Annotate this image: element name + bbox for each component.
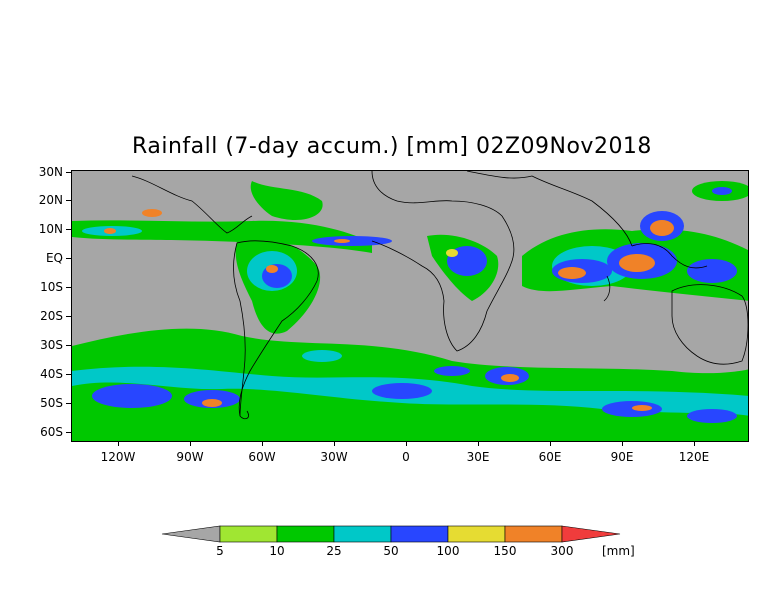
lat-label-20n: 20N <box>38 193 63 207</box>
lat-tick <box>66 200 71 201</box>
lat-tick <box>66 316 71 317</box>
legend-label-150: 150 <box>493 544 517 558</box>
rainfall-map-canvas <box>72 171 748 441</box>
lon-label-60w: 60W <box>248 450 276 464</box>
itcz-rain-band <box>72 181 392 253</box>
lon-label-0: 0 <box>402 450 410 464</box>
legend-swatch-below-5 <box>161 525 221 543</box>
lat-label-50s: 50S <box>40 396 63 410</box>
north-america-coast <box>131 175 253 234</box>
legend-label-300: 300 <box>550 544 574 558</box>
rainfall-map <box>71 170 749 442</box>
lat-label-40s: 40S <box>40 367 63 381</box>
lon-tick <box>190 441 191 446</box>
southeast-asia-coast <box>631 243 708 269</box>
legend-label-50: 50 <box>383 544 399 558</box>
legend-label-10: 10 <box>269 544 285 558</box>
south-america-west-coast <box>233 242 246 417</box>
lat-label-20s: 20S <box>40 309 63 323</box>
legend-swatch-5-10 <box>219 525 278 543</box>
legend-swatch-50-100 <box>390 525 449 543</box>
lon-label-60e: 60E <box>538 450 562 464</box>
coastlines <box>131 171 748 420</box>
lon-label-120e: 120E <box>678 450 710 464</box>
lon-label-30e: 30E <box>466 450 490 464</box>
legend-label-25: 25 <box>326 544 342 558</box>
lat-tick <box>66 432 71 433</box>
lon-tick <box>118 441 119 446</box>
madagascar-coast <box>603 275 611 302</box>
lat-label-30n: 30N <box>38 165 63 179</box>
lat-tick <box>66 258 71 259</box>
lat-tick <box>66 172 71 173</box>
south-america-rain <box>235 237 321 334</box>
lat-label-10s: 10S <box>40 280 63 294</box>
legend-swatch-10-25 <box>276 525 335 543</box>
lon-tick <box>334 441 335 446</box>
lon-tick <box>622 441 623 446</box>
legend-swatch-25-50 <box>333 525 392 543</box>
lon-label-90w: 90W <box>176 450 204 464</box>
legend-unit: [mm] <box>602 544 635 558</box>
legend-swatch-100-150 <box>447 525 506 543</box>
legend-label-5: 5 <box>216 544 224 558</box>
legend-swatch-150-300 <box>504 525 563 543</box>
lat-label-eq: EQ <box>45 251 63 265</box>
lon-label-120w: 120W <box>100 450 136 464</box>
indian-ocean-maritime-continent-rain <box>522 181 748 301</box>
legend-colorbar <box>161 525 621 543</box>
lon-label-30w: 30W <box>320 450 348 464</box>
lon-tick <box>478 441 479 446</box>
africa-rain <box>427 234 499 301</box>
lon-tick <box>550 441 551 446</box>
lat-label-60s: 60S <box>40 425 63 439</box>
lat-label-10n: 10N <box>38 222 63 236</box>
lon-tick <box>694 441 695 446</box>
lat-tick <box>66 403 71 404</box>
australia-coast <box>671 284 748 365</box>
lat-tick <box>66 229 71 230</box>
map-title: Rainfall (7-day accum.) [mm] 02Z09Nov201… <box>132 134 652 159</box>
lat-label-30s: 30S <box>40 338 63 352</box>
lat-tick <box>66 287 71 288</box>
legend-label-100: 100 <box>436 544 460 558</box>
lat-tick <box>66 345 71 346</box>
legend-swatch-above-300 <box>561 525 621 543</box>
lon-label-90e: 90E <box>610 450 634 464</box>
lon-tick <box>262 441 263 446</box>
africa-coast <box>371 171 515 352</box>
lat-tick <box>66 374 71 375</box>
asia-coast <box>466 171 633 247</box>
lon-tick <box>406 441 407 446</box>
